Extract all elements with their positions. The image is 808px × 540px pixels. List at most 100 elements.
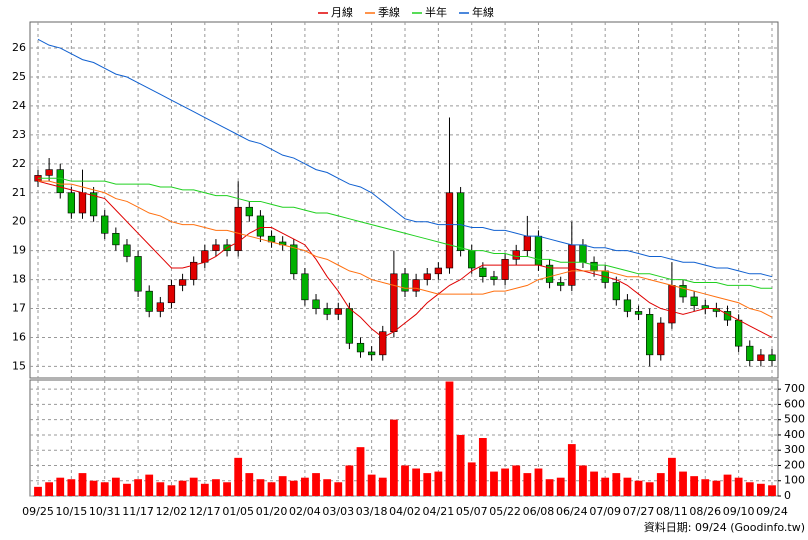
candle-body [112, 232, 120, 246]
x-tick-label: 09/10 [723, 505, 755, 518]
candle-body [456, 192, 465, 251]
x-tick-label: 03/18 [356, 505, 388, 518]
volume-bar [756, 483, 765, 496]
candle-body [412, 279, 420, 292]
volume-bar [245, 473, 254, 496]
volume-bar [123, 483, 131, 496]
volume-bar [45, 482, 54, 496]
candle-body [56, 169, 64, 194]
volume-bar [745, 482, 754, 496]
x-tick-label: 03/03 [322, 505, 354, 518]
legend-label: 年線 [472, 5, 494, 19]
candle-body [234, 206, 242, 251]
candle-body [634, 311, 643, 315]
volume-bar [56, 477, 65, 496]
volume-bar [178, 480, 187, 496]
candle-body [423, 273, 431, 280]
y-tick-label: 15 [12, 359, 26, 372]
candle-body [468, 250, 476, 269]
candle-body [746, 345, 754, 361]
y-tick-label: 17 [12, 302, 26, 315]
x-tick-label: 11/17 [122, 505, 154, 518]
candle-body [323, 308, 331, 315]
candle-body [45, 169, 53, 176]
candle-body [78, 192, 87, 214]
candle-body [590, 261, 598, 272]
candle-body [123, 244, 131, 257]
y2-tick-label: 600 [784, 397, 805, 410]
x-tick-label: 05/22 [489, 505, 521, 518]
volume-bar [645, 482, 654, 496]
candle-body [367, 351, 376, 356]
volume-bar [167, 485, 176, 496]
volume-bar [378, 477, 387, 496]
volume-bar [590, 471, 598, 496]
candle-body [401, 273, 409, 292]
volume-bar [67, 479, 76, 496]
volume-bar [579, 465, 587, 496]
volume-bar [134, 479, 142, 496]
volume-bar [734, 477, 743, 496]
y-tick-label: 22 [12, 157, 26, 170]
x-tick-label: 09/24 [756, 505, 788, 518]
candle-body [545, 264, 554, 283]
volume-bar [267, 482, 276, 496]
y2-tick-label: 700 [784, 382, 805, 395]
x-tick-label: 10/15 [56, 505, 88, 518]
candle-body [379, 331, 387, 356]
price-frame [29, 21, 779, 379]
candle-body [612, 282, 620, 301]
volume-bar [768, 485, 776, 496]
volume-bar [545, 479, 554, 496]
volume-bar [612, 473, 621, 496]
volume-bar [401, 465, 409, 496]
volume-bar [423, 473, 432, 496]
y2-tick-label: 100 [784, 474, 805, 487]
candle-body [101, 215, 109, 234]
volume-bar [567, 444, 576, 496]
candle-body [345, 308, 354, 344]
candle-body [190, 261, 198, 280]
volume-bar [701, 479, 710, 496]
x-tick-label: 09/25 [22, 505, 54, 518]
volume-bar [634, 480, 643, 496]
candle-body [434, 267, 443, 275]
volume-bar [301, 477, 309, 496]
ma-line [38, 177, 772, 289]
volume-bar [690, 476, 699, 496]
y-tick-label: 18 [12, 273, 26, 286]
candle-body [690, 296, 698, 306]
y-tick-label: 19 [12, 244, 26, 257]
volume-bar [389, 419, 398, 496]
candle-body [334, 308, 342, 315]
volume-bar [656, 473, 665, 496]
candle-body [501, 259, 509, 280]
y2-tick-label: 500 [784, 413, 805, 426]
y-tick-label: 20 [12, 215, 26, 228]
source-note: 資料日期: 09/24 (Goodinfo.tw) [644, 520, 805, 534]
volume-bar [89, 480, 98, 496]
candle-body [668, 285, 676, 324]
candle-body [312, 299, 320, 309]
volume-bar [712, 480, 721, 496]
x-tick-label: 04/02 [389, 505, 421, 518]
volume-bar [278, 476, 287, 496]
y2-tick-label: 300 [784, 443, 805, 456]
volume-bar [145, 474, 154, 496]
ma-line [37, 38, 773, 278]
candle-body [301, 273, 309, 301]
volume-bar [523, 473, 532, 496]
candle-body [390, 273, 398, 332]
candle-body [67, 192, 76, 214]
volume-bar [223, 482, 231, 496]
volume-bar [723, 474, 732, 496]
x-tick-label: 07/09 [589, 505, 621, 518]
volume-bar [345, 465, 354, 496]
candle-body [757, 354, 765, 361]
candle-body [167, 285, 176, 304]
candle-body [623, 299, 632, 312]
volume-bar [200, 483, 209, 496]
candle-body [212, 244, 220, 251]
volume-bar [78, 473, 87, 496]
x-tick-label: 08/26 [689, 505, 721, 518]
